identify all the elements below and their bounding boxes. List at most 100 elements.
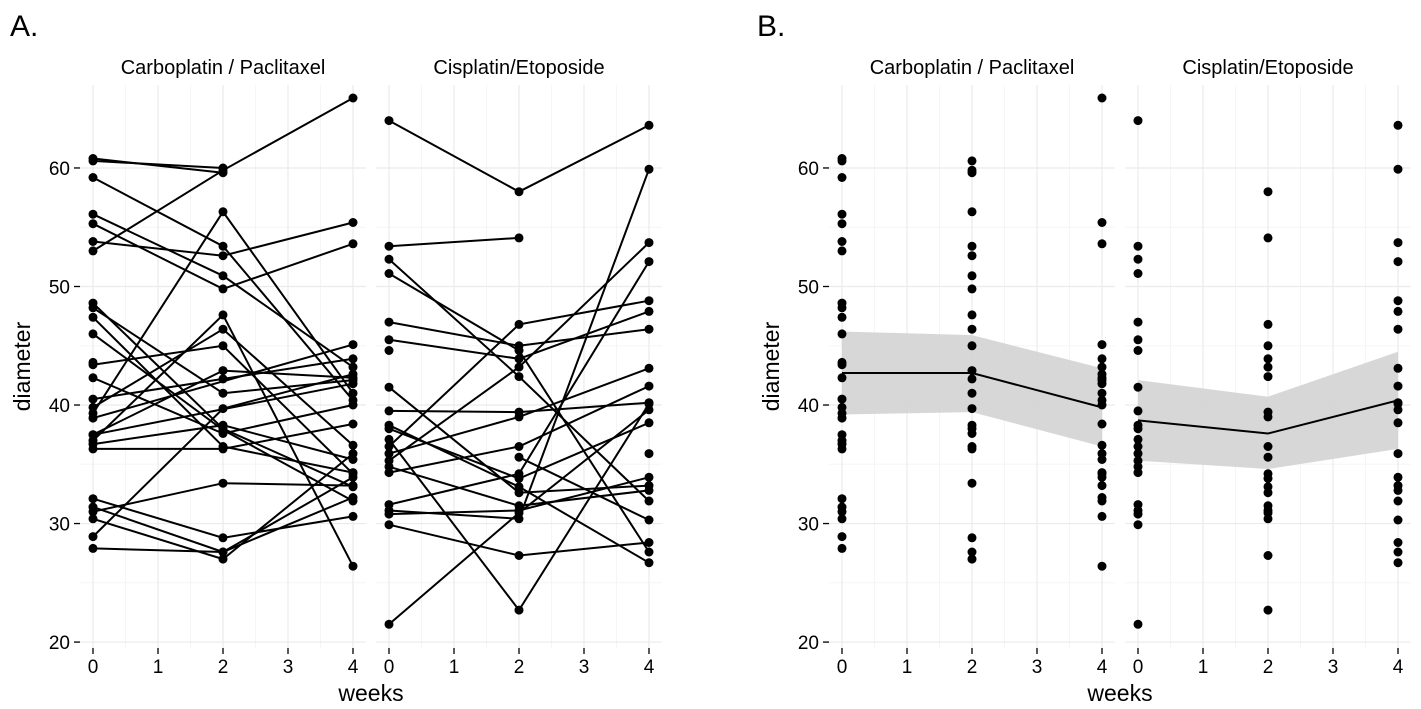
data-point [837,209,847,219]
data-point [348,354,358,364]
data-point [514,187,524,197]
data-point [837,543,847,553]
data-point [348,493,358,502]
x-tick-label: 4 [1393,657,1404,678]
y-axis-title: diameter [758,321,784,411]
data-point [967,251,977,261]
facet-strip-label: Cisplatin/Etoposide [433,57,604,79]
x-tick-label: 4 [348,657,359,678]
data-point [384,241,394,251]
facet-strip-label: Carboplatin / Paclitaxel [121,57,326,79]
data-point [1263,514,1273,524]
data-point [384,619,394,629]
data-point [644,164,654,174]
patient-trajectory-line [92,157,224,174]
data-point [644,405,654,415]
data-point [837,413,847,423]
data-point [644,257,654,267]
data-point [1393,472,1403,482]
data-point [88,532,98,542]
data-point [1133,335,1143,345]
data-point [967,429,977,438]
data-point [1263,233,1273,243]
data-point [218,284,228,294]
y-tick-label: 50 [798,277,819,298]
data-point [218,429,228,438]
data-point [1133,382,1143,392]
data-point [218,207,228,217]
data-point [514,372,524,382]
data-point [514,412,524,422]
data-point [514,605,524,615]
data-point [1097,481,1107,491]
data-point [348,388,358,398]
data-point [218,251,228,261]
data-point [218,374,228,384]
data-point [348,362,358,372]
data-point [384,382,394,392]
data-point [1133,442,1143,451]
data-point [384,434,394,444]
data-point [514,452,524,462]
panel-letter: B. [757,10,785,43]
data-point [1097,400,1107,410]
data-point [644,381,654,391]
data-point [88,246,98,256]
data-point [218,533,228,543]
data-point [348,93,358,103]
data-point [967,168,977,178]
y-tick-label: 60 [49,159,70,180]
data-point [348,511,358,521]
data-point [88,444,98,454]
data-point [967,366,977,376]
data-point [644,538,654,547]
patient-trajectory-line [518,456,650,521]
data-point [384,449,394,459]
facet-panel: Carboplatin / Paclitaxel 0 1 2 3 4 [829,57,1115,678]
data-point [1393,363,1403,373]
data-point [837,507,847,517]
data-point [384,442,394,451]
facet-panel: Cisplatin/Etoposide 0 1 2 3 4 [376,57,662,678]
data-point [1393,405,1403,415]
data-point [967,341,977,351]
data-point [967,207,977,217]
data-point [1133,317,1143,327]
data-point [218,310,228,320]
data-point [837,444,847,454]
data-point [1097,561,1107,571]
data-point [218,366,228,376]
data-point [1393,496,1403,506]
data-point [1097,472,1107,482]
data-point [1133,269,1143,278]
data-point [967,284,977,294]
patient-trajectory-line [92,159,224,169]
data-point [837,156,847,166]
data-point [837,303,847,313]
data-point [1263,372,1273,382]
data-point [514,362,524,372]
data-point [1133,424,1143,434]
data-point [967,324,977,334]
data-point [88,430,98,440]
data-point [644,418,654,428]
x-tick-label: 1 [1198,657,1209,678]
data-point [88,507,98,517]
data-point [88,303,98,313]
data-point [1393,306,1403,316]
data-point [1393,449,1403,459]
data-point [1097,440,1107,450]
data-point [644,472,654,482]
data-point [218,324,228,334]
data-point [348,379,358,389]
data-point [218,165,228,175]
data-point [88,514,98,524]
data-point [644,496,654,506]
data-point [837,246,847,256]
data-point [644,296,654,306]
data-point [644,363,654,373]
data-point [1263,442,1273,451]
